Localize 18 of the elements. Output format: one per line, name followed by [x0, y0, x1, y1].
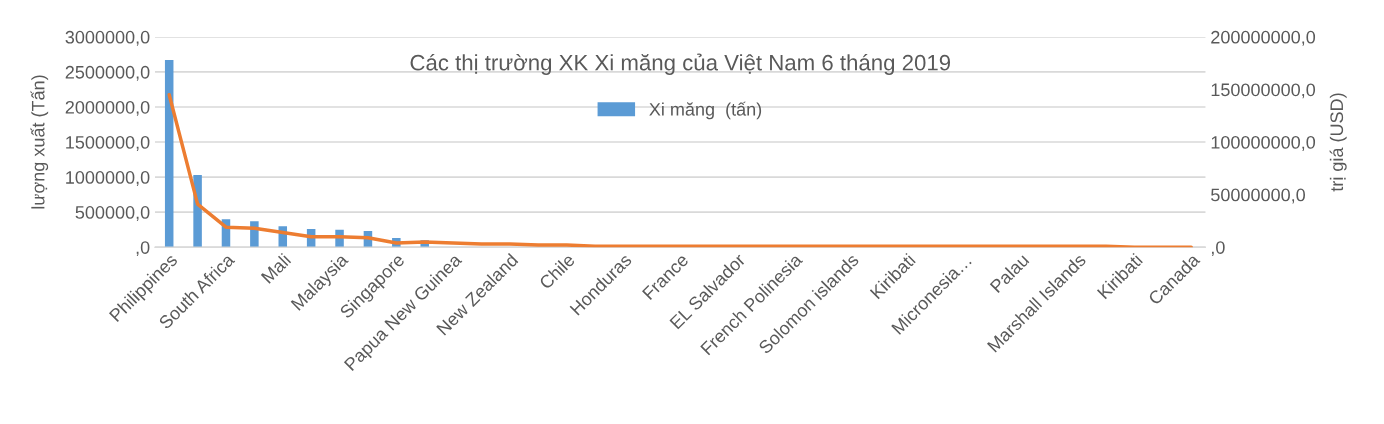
text: Các thị trường XK Xi măng của Việt Nam 6 tháng 2019 [410, 53, 951, 75]
y-tick-label: 500000,0 [75, 206, 150, 221]
y-tick-label: 1000000,0 [66, 171, 150, 186]
bar [164, 60, 174, 248]
y-tick-label: 2500000,0 [65, 65, 150, 81]
y2-tick-label: ,0 [1211, 241, 1225, 257]
line-series [167, 92, 1194, 248]
y2-tick-label: 150000000,0 [1211, 83, 1316, 99]
y2-tick-label: 100000000,0 [1211, 135, 1316, 151]
y2-axis-title: trị giá (USD) [1329, 93, 1347, 192]
legend-label: Xi măng (tấn) [649, 101, 762, 120]
y2-tick-label: 200000000,0 [1211, 30, 1316, 46]
y2-tick-label: 50000000,0 [1211, 188, 1306, 204]
y-axis-title: lượng xuất (Tấn) [30, 75, 49, 209]
y-tick-label: 1500000,0 [66, 135, 150, 151]
y-tick-label: 2000000,0 [65, 100, 150, 116]
y-tick-label: ,0 [136, 241, 150, 257]
y-tick-label: 3000000,0 [65, 30, 150, 46]
